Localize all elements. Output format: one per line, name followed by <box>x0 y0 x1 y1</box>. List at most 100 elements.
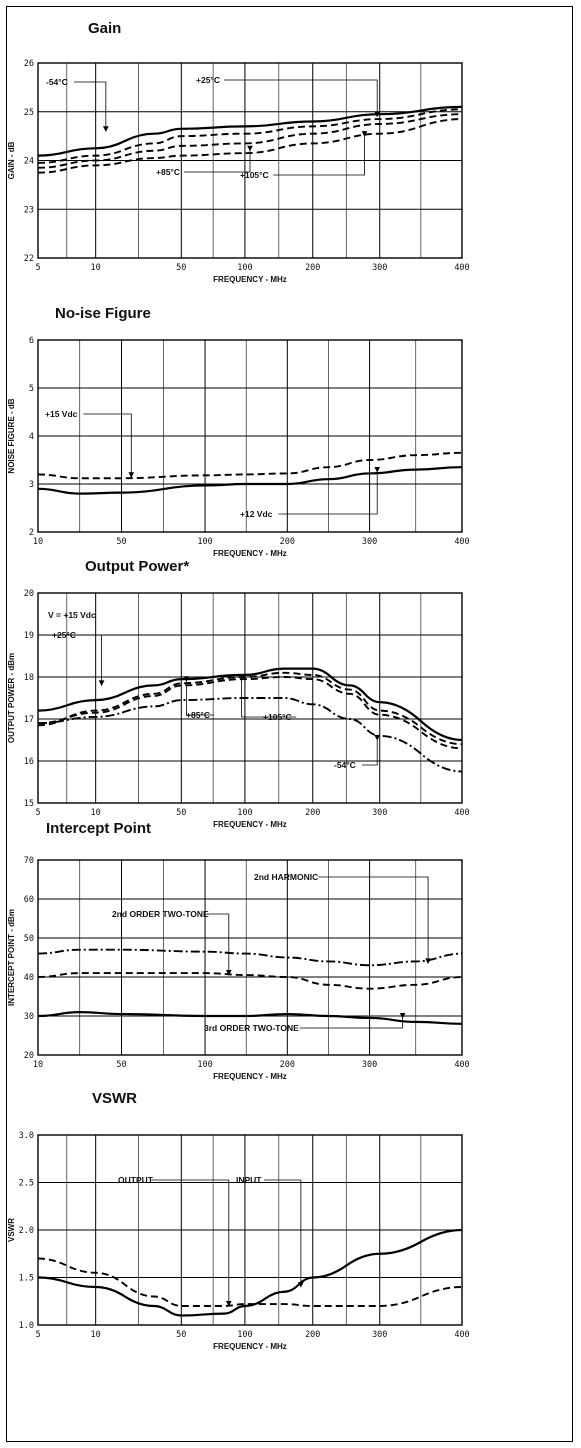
annotation-leader <box>80 634 102 686</box>
x-tick-label: 300 <box>372 808 387 818</box>
annotation-arrowhead <box>98 680 105 687</box>
x-axis-label: FREQUENCY - MHz <box>213 1072 287 1081</box>
x-tick-label: 10 <box>91 263 101 273</box>
x-tick-label: 300 <box>372 263 387 273</box>
x-tick-label: 100 <box>197 1060 212 1070</box>
annotation-arrowhead <box>399 1012 406 1019</box>
annotation-label: +105°C <box>240 170 269 180</box>
y-axis-label: NOISE FIGURE - dB <box>7 398 16 473</box>
annotation-label: -54°C <box>334 760 356 770</box>
x-tick-label: 10 <box>33 1060 43 1070</box>
chart-title: Output Power* <box>85 558 190 575</box>
chart-title: Intercept Point <box>46 820 152 837</box>
annotation-leader <box>83 413 132 478</box>
x-tick-label: 400 <box>454 1060 469 1070</box>
y-tick-label: 23 <box>24 205 34 215</box>
annotation-arrowhead <box>226 1300 232 1307</box>
x-tick-label: 100 <box>197 537 212 547</box>
y-tick-label: 18 <box>24 673 34 683</box>
annotation-arrowhead <box>374 466 380 473</box>
annotation-arrowhead <box>247 145 253 152</box>
annotation-arrowhead <box>238 673 245 680</box>
annotation-label: +12 Vdc <box>240 509 273 519</box>
annotation-leader <box>207 913 230 976</box>
annotation-label: V = +15 Vdc <box>48 610 96 620</box>
y-tick-label: 19 <box>24 631 34 641</box>
annotation-label: OUTPUT <box>118 1175 154 1185</box>
y-tick-label: 1.0 <box>19 1321 34 1331</box>
y-tick-label: 25 <box>24 108 34 118</box>
series-line <box>37 451 463 480</box>
x-tick-label: 200 <box>305 263 320 273</box>
y-axis-label: VSWR <box>7 1218 16 1242</box>
series-line <box>37 667 463 742</box>
x-axis-label: FREQUENCY - MHz <box>213 1342 287 1351</box>
x-tick-label: 5 <box>35 808 40 818</box>
y-tick-label: 4 <box>29 432 34 442</box>
annotation-leader <box>278 472 378 515</box>
y-axis-label: INTERCEPT POINT - dBm <box>7 909 16 1006</box>
plot-frame <box>37 859 463 1056</box>
y-tick-label: 15 <box>24 799 34 809</box>
annotation-label: +15 Vdc <box>45 409 78 419</box>
x-tick-label: 300 <box>372 1330 387 1340</box>
x-tick-label: 100 <box>237 808 252 818</box>
y-tick-label: 3 <box>29 480 34 490</box>
chart-title: No-ise Figure <box>55 305 151 322</box>
annotation-label: INPUT <box>236 1175 262 1185</box>
annotation-arrowhead <box>226 969 232 976</box>
y-tick-label: 3.0 <box>19 1131 34 1141</box>
y-tick-label: 2 <box>29 528 34 538</box>
annotation-leader <box>273 136 365 176</box>
annotation-arrowhead <box>374 111 380 118</box>
series-line <box>37 108 463 164</box>
x-tick-label: 200 <box>305 1330 320 1340</box>
y-tick-label: 24 <box>24 157 34 167</box>
series-line <box>37 676 463 750</box>
chart-title: VSWR <box>92 1090 137 1107</box>
series-line <box>37 697 463 773</box>
y-tick-label: 2.0 <box>19 1226 34 1236</box>
x-tick-label: 400 <box>454 808 469 818</box>
annotation-label: 3rd ORDER TWO-TONE <box>204 1023 299 1033</box>
series-line <box>37 1257 463 1307</box>
annotation-arrowhead <box>103 126 109 132</box>
series-line <box>37 105 463 157</box>
x-tick-label: 300 <box>362 1060 377 1070</box>
x-tick-label: 50 <box>116 537 126 547</box>
annotation-leader <box>224 79 378 117</box>
annotation-arrowhead <box>183 676 190 682</box>
y-tick-label: 22 <box>24 254 34 264</box>
x-tick-label: 5 <box>35 1330 40 1340</box>
y-tick-label: 1.5 <box>19 1274 34 1284</box>
annotation-leader <box>299 1017 404 1029</box>
y-axis-label: GAIN - dB <box>7 141 16 179</box>
figure-frame <box>6 6 573 1442</box>
annotation-leader <box>318 876 429 964</box>
annotation-label: +25°C <box>52 630 76 640</box>
annotation-leader <box>264 1179 302 1287</box>
annotation-label: +25°C <box>196 75 220 85</box>
series-line <box>37 1228 463 1317</box>
annotation-leader <box>186 681 214 716</box>
y-tick-label: 16 <box>24 757 34 767</box>
x-tick-label: 200 <box>305 808 320 818</box>
annotation-label: -54°C <box>46 77 68 87</box>
y-tick-label: 20 <box>24 589 34 599</box>
y-tick-label: 40 <box>24 973 34 983</box>
y-tick-label: 30 <box>24 1012 34 1022</box>
annotation-leader <box>362 740 378 766</box>
x-tick-label: 50 <box>176 263 186 273</box>
annotation-arrowhead <box>374 734 380 741</box>
y-tick-label: 5 <box>29 384 34 394</box>
y-tick-label: 26 <box>24 59 34 69</box>
annotation-leader <box>184 150 251 173</box>
annotation-arrowhead <box>298 1281 304 1288</box>
chart-title: Gain <box>88 20 122 37</box>
x-tick-label: 200 <box>280 537 295 547</box>
series-line <box>37 948 463 967</box>
y-tick-label: 60 <box>24 895 34 905</box>
y-tick-label: 2.5 <box>19 1179 34 1189</box>
series-line <box>37 972 463 990</box>
